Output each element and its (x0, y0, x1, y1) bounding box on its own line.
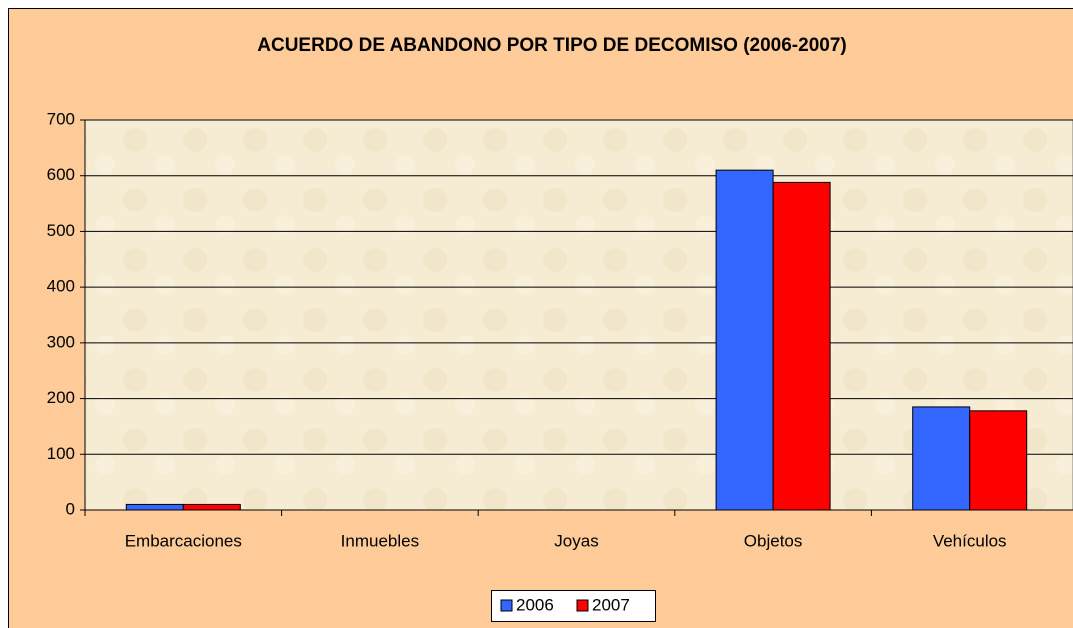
chart-title: ACUERDO DE ABANDONO POR TIPO DE DECOMISO… (257, 35, 846, 56)
bar (125, 503, 184, 511)
x-tick-label: Joyas (554, 531, 598, 550)
legend-box (491, 590, 656, 622)
bar (969, 410, 1028, 511)
x-tick-label: Inmuebles (341, 531, 419, 550)
legend-swatch (576, 599, 589, 612)
x-tick-label: Objetos (744, 531, 803, 550)
y-tick-label: 400 (47, 277, 75, 296)
y-tick-label: 700 (47, 109, 75, 128)
legend: 2006 2007 (491, 590, 656, 622)
y-tick-label: 100 (47, 444, 75, 463)
bar (715, 169, 774, 511)
bar (772, 181, 831, 511)
x-tick-label: Embarcaciones (125, 531, 242, 550)
x-tick-label: Vehículos (933, 531, 1007, 550)
bar (182, 503, 241, 511)
legend-swatch (500, 599, 513, 612)
y-tick-label: 500 (47, 221, 75, 240)
y-tick-label: 300 (47, 332, 75, 351)
legend-label: 2007 (592, 595, 630, 614)
bar (912, 406, 971, 511)
plot-area (84, 119, 1073, 511)
legend-label: 2006 (516, 595, 554, 614)
y-tick-label: 0 (66, 499, 75, 518)
y-tick-label: 200 (47, 388, 75, 407)
y-tick-label: 600 (47, 165, 75, 184)
